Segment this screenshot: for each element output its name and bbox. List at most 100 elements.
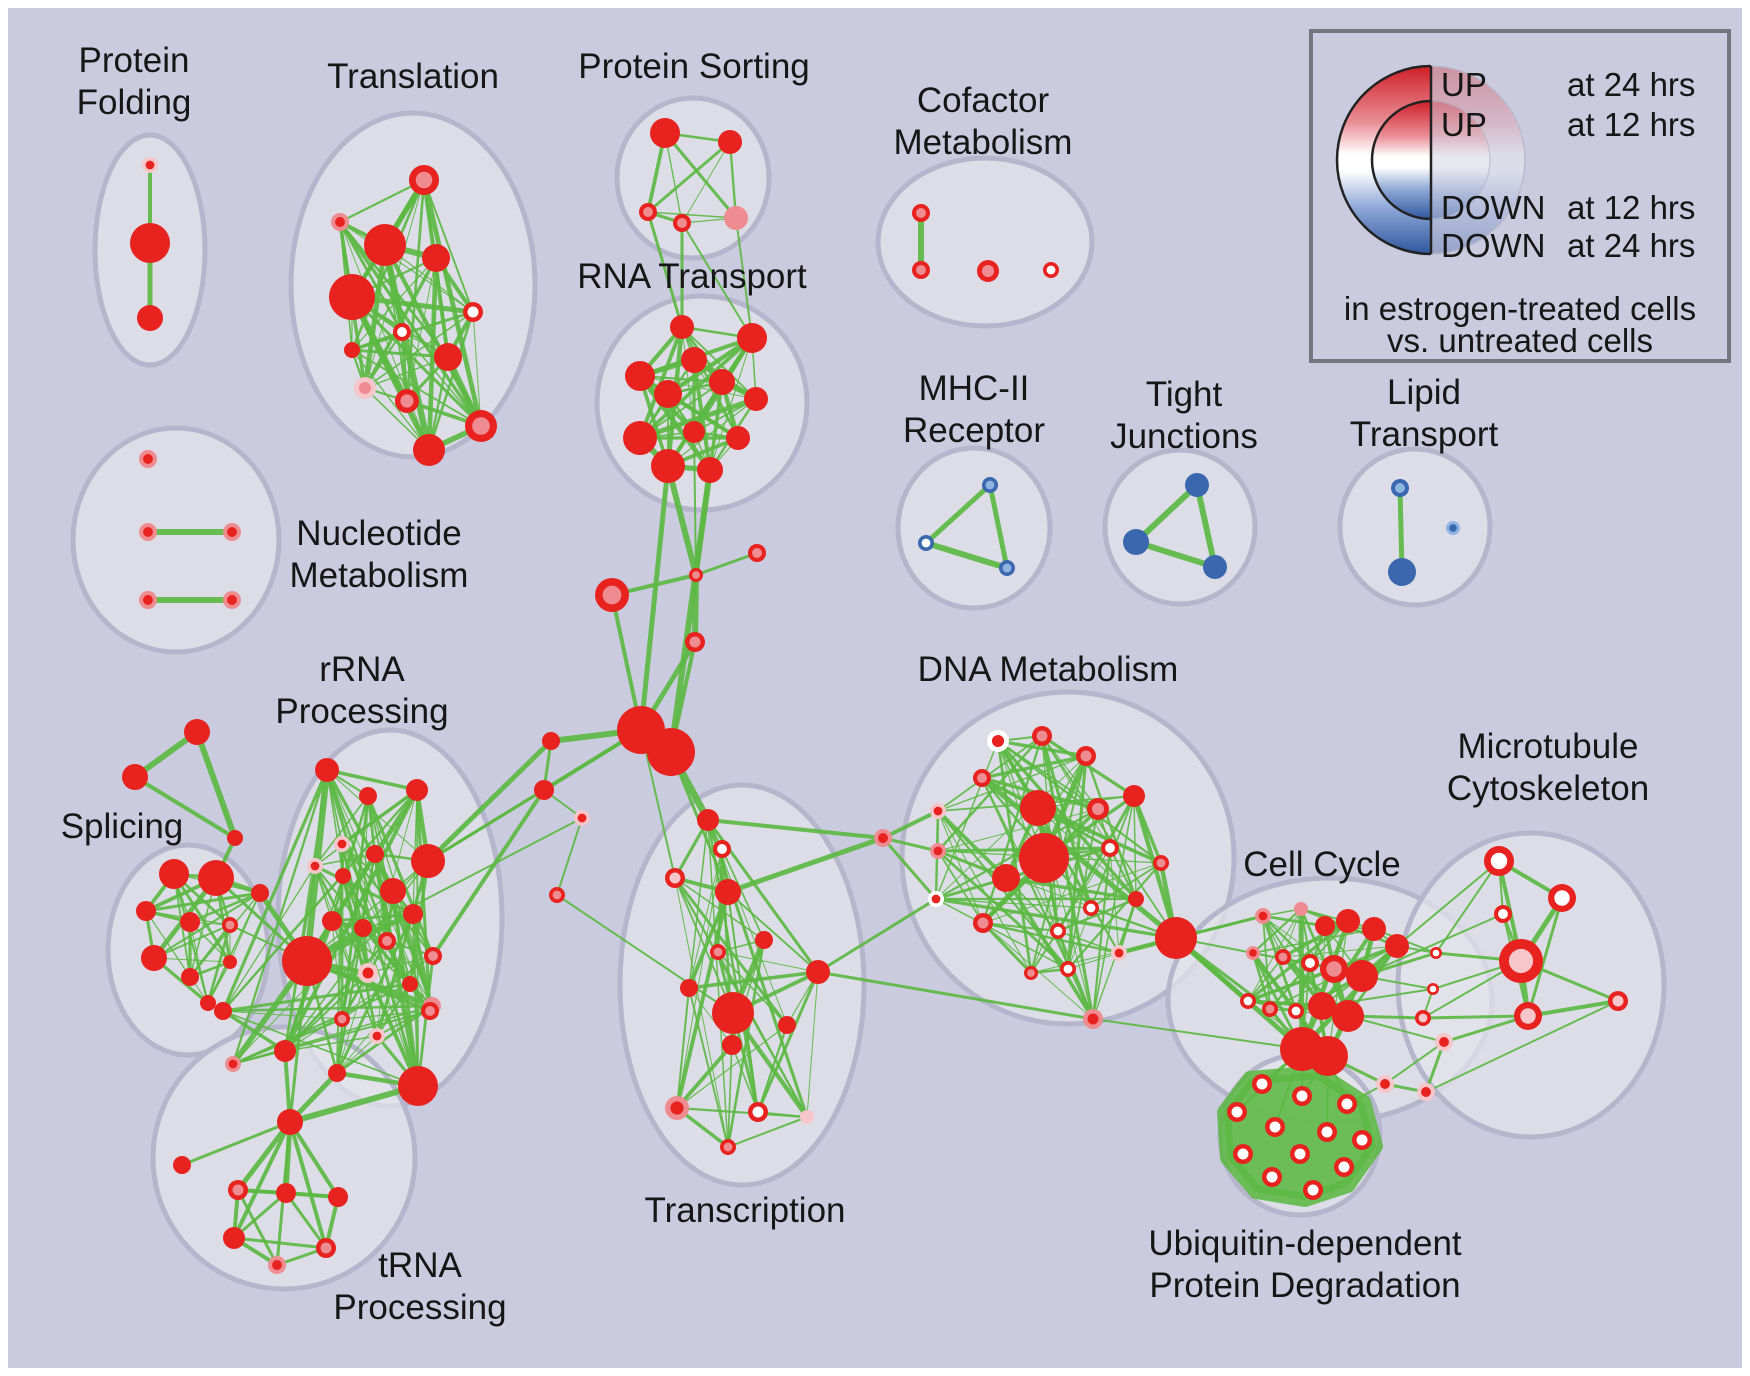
- node-inner-cc: [878, 833, 888, 843]
- cluster-label-cy: Cell Cycle: [1243, 845, 1401, 884]
- edge-rr: [314, 853, 376, 867]
- edge-link-cc-dm: [881, 836, 940, 853]
- node-inner-cf: [981, 264, 995, 278]
- node-rr: [380, 878, 406, 904]
- cluster-label-ub: Ubiquitin-dependent Protein Degradation: [1148, 1224, 1462, 1305]
- edge-tx: [674, 877, 734, 1014]
- node-rr: [315, 758, 339, 782]
- node-tri: [227, 830, 243, 846]
- edge-rr: [367, 955, 434, 974]
- node-inner-mt: [1490, 852, 1508, 870]
- node-inner-cy: [1265, 1004, 1275, 1014]
- edge-cy: [1299, 943, 1400, 1052]
- edge-tri: [133, 775, 237, 840]
- node-rt: [726, 426, 750, 450]
- node-inner-cc: [577, 813, 587, 823]
- edge-link-cc-dm: [881, 836, 938, 901]
- node-tx: [680, 979, 698, 997]
- edge-tr: [232, 1191, 288, 1240]
- edge-rr: [314, 789, 418, 867]
- cluster-ellipse-cf: [875, 155, 1095, 329]
- edge-cy: [1281, 919, 1350, 959]
- edge-cy: [1282, 908, 1302, 958]
- node-inner-mt: [1429, 985, 1437, 993]
- edge-link-cc-rr: [306, 817, 583, 962]
- edge-rr: [283, 919, 334, 1053]
- node-cy: [1385, 934, 1409, 958]
- node-inner-rr: [337, 839, 347, 849]
- edge-tx: [727, 891, 819, 973]
- cluster-label-line: DNA Metabolism: [918, 650, 1179, 689]
- edge-link-rt-cc: [638, 463, 671, 733]
- edge-tx: [688, 819, 709, 989]
- edge-rr: [284, 1035, 378, 1052]
- node-inner-dm: [1036, 730, 1048, 742]
- node-tx: [715, 879, 741, 905]
- cluster-label-line: RNA Transport: [577, 257, 807, 296]
- edge-ps: [681, 141, 731, 224]
- node-cy: [1315, 916, 1335, 936]
- node-cy: [1362, 917, 1386, 941]
- cluster-label-lt: Lipid Transport: [1350, 373, 1499, 454]
- edge-sp: [189, 921, 209, 1004]
- cluster-label-line: tRNA: [378, 1246, 462, 1285]
- edge-tx: [721, 848, 765, 941]
- edge-mt: [1425, 1000, 1619, 1093]
- node-rt: [683, 421, 705, 443]
- cluster-label-line: Transcription: [645, 1191, 846, 1230]
- cluster-label-dm: DNA Metabolism: [918, 650, 1179, 689]
- edge-sp: [188, 891, 262, 924]
- node-tl: [434, 343, 462, 371]
- node-rr: [328, 1064, 346, 1082]
- cluster-label-ps: Protein Sorting: [578, 47, 810, 86]
- node-inner-cy: [1326, 961, 1342, 977]
- node-dm: [1128, 891, 1144, 907]
- node-tr: [173, 1156, 191, 1174]
- edge-dm: [1067, 952, 1120, 970]
- node-inner-nm: [143, 527, 153, 537]
- node-pf: [130, 223, 170, 263]
- edge-rr: [222, 1010, 343, 1020]
- node-inner-ub: [1341, 1098, 1353, 1110]
- edge-rr: [375, 982, 412, 1038]
- edge-tr: [235, 1119, 293, 1193]
- edge-rr: [335, 926, 365, 1075]
- node-inner-cy: [1278, 952, 1288, 962]
- edge-link-tx-dm: [816, 970, 1095, 1021]
- cluster-label-rt: RNA Transport: [577, 257, 807, 296]
- edge-tr: [232, 1236, 328, 1250]
- node-inner-rr: [382, 936, 392, 946]
- edge-tx: [688, 987, 733, 1046]
- node-sp: [141, 945, 167, 971]
- node-inner-mh: [985, 480, 995, 490]
- edge-tl: [363, 256, 438, 390]
- edge-link-rt-cc: [693, 431, 697, 576]
- node-cc: [534, 780, 554, 800]
- edge-rr: [416, 954, 435, 1088]
- node-tr: [223, 1227, 245, 1249]
- cluster-ellipse-lt: [1337, 446, 1493, 608]
- node-rt: [623, 421, 657, 455]
- node-inner-cy: [1243, 996, 1253, 1006]
- cluster-label-tj: Tight Junctions: [1110, 375, 1258, 456]
- cluster-label-line: Microtubule: [1458, 727, 1639, 766]
- node-tl: [413, 434, 445, 466]
- node-inner-rr: [362, 967, 374, 979]
- node-inner-cc: [552, 890, 562, 900]
- cluster-label-line: rRNA: [319, 650, 405, 689]
- cluster-label-line: Metabolism: [290, 556, 469, 595]
- cluster-label-tx: Transcription: [645, 1191, 846, 1230]
- edge-dm: [1109, 847, 1137, 900]
- edge-link-tr-rr: [288, 959, 309, 1124]
- edge-rr: [231, 768, 329, 1066]
- edge-dm: [935, 898, 1069, 970]
- edge-tl: [338, 220, 404, 334]
- edge-ps: [647, 211, 737, 219]
- cluster-label-pf: Protein Folding: [77, 41, 192, 122]
- node-inner-rr: [428, 951, 438, 961]
- edge-rr: [341, 1010, 431, 1020]
- edge-dm: [937, 735, 1043, 812]
- edge-dm: [1057, 930, 1120, 954]
- edge-rr: [232, 927, 364, 1065]
- edge-dm: [937, 808, 1099, 852]
